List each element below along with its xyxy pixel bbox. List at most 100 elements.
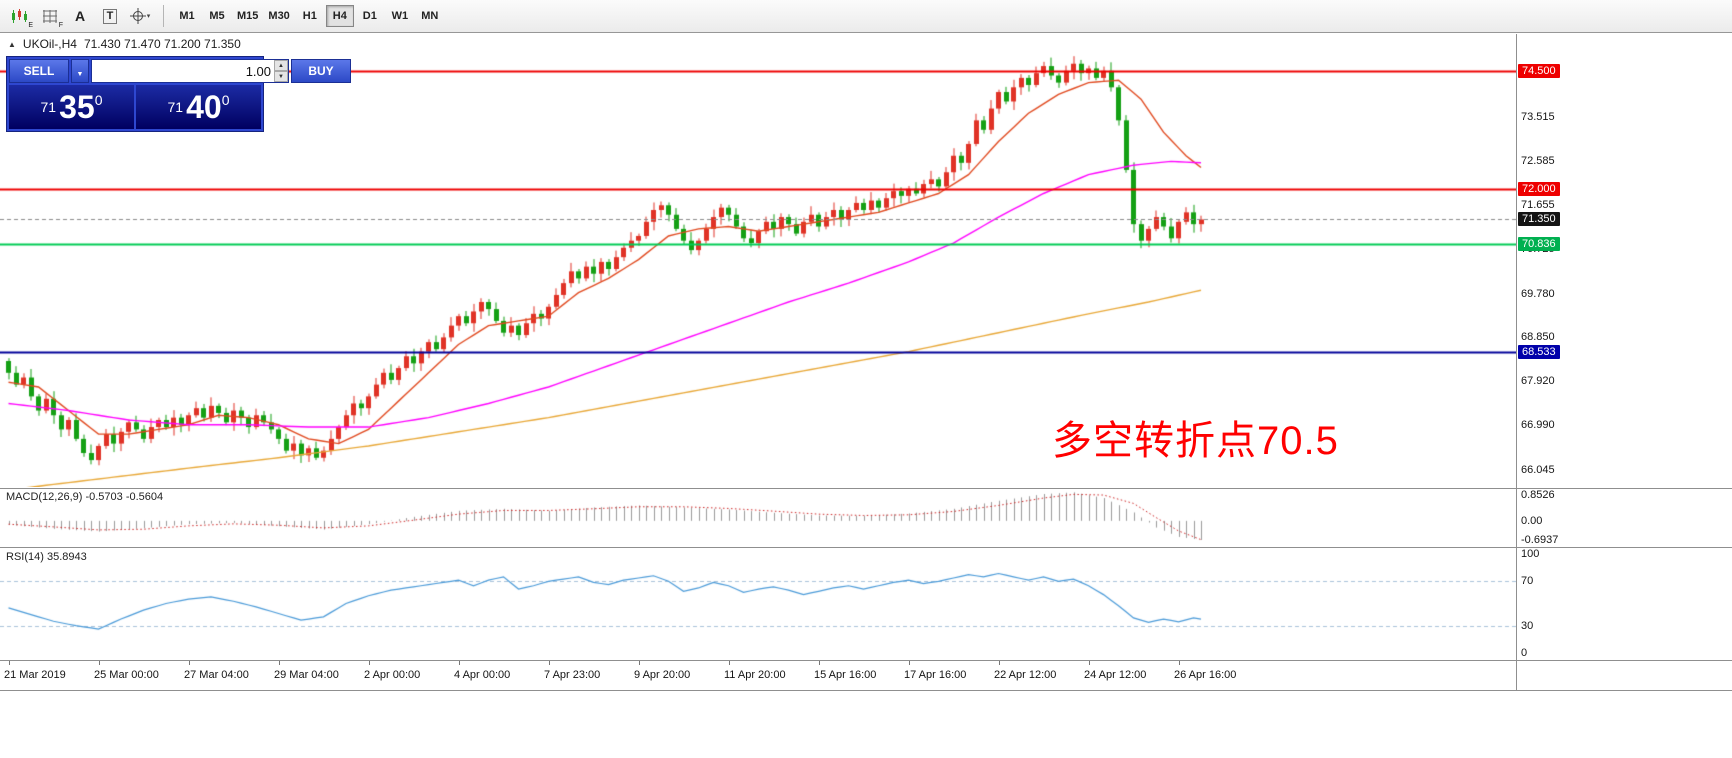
quote-displays: 71 35 0 71 40 0 xyxy=(9,85,261,129)
time-axis-label: 24 Apr 12:00 xyxy=(1084,669,1147,681)
timeframe-button-d1[interactable]: D1 xyxy=(356,5,384,27)
panel-divider[interactable] xyxy=(0,488,1732,489)
price-axis-badge: 68.533 xyxy=(1518,345,1560,360)
letter-t-glyph: T xyxy=(102,8,118,24)
time-axis-tick xyxy=(8,661,10,665)
price-axis-label: 67.920 xyxy=(1521,375,1555,388)
panel-divider xyxy=(0,660,1732,661)
time-axis-tick xyxy=(278,661,280,665)
time-axis-label: 7 Apr 23:00 xyxy=(544,669,601,681)
time-axis-tick xyxy=(1088,661,1090,665)
buy-price-int: 71 xyxy=(167,99,184,115)
sell-price-point: 0 xyxy=(94,92,103,108)
volume-decrease-button[interactable]: ▼ xyxy=(274,71,288,82)
chevron-down-icon: ▾ xyxy=(146,13,151,20)
trade-controls-row: SELL ▼ ▲ ▼ BUY xyxy=(9,59,351,83)
macd-axis-label: 0.00 xyxy=(1521,514,1543,527)
toolbar: E F A T ▾ M1 M5 M15 M30 H1 H4 D1 W1 MN xyxy=(0,0,1732,33)
time-axis-label: 4 Apr 00:00 xyxy=(454,669,511,681)
rsi-axis-label: 70 xyxy=(1521,575,1534,588)
timeframe-button-m5[interactable]: M5 xyxy=(203,5,231,27)
one-click-trading-panel: SELL ▼ ▲ ▼ BUY 71 35 0 71 40 0 xyxy=(6,56,351,132)
crosshair-icon[interactable]: ▾ xyxy=(126,3,154,29)
panel-divider xyxy=(0,690,1732,691)
sell-price-pips: 35 xyxy=(59,89,95,125)
price-axis-badge: 71.350 xyxy=(1518,212,1560,227)
time-axis-label: 17 Apr 16:00 xyxy=(904,669,967,681)
crosshair-glyph xyxy=(129,8,146,24)
sell-price-display[interactable]: 71 35 0 xyxy=(9,85,134,129)
symbol-ohlc-values: 71.430 71.470 71.200 71.350 xyxy=(83,37,241,51)
price-axis-label: 73.515 xyxy=(1521,111,1555,124)
timeframe-button-h4[interactable]: H4 xyxy=(325,5,354,27)
volume-increase-button[interactable]: ▲ xyxy=(274,60,288,71)
time-axis[interactable]: 21 Mar 2019 25 Mar 00:00 27 Mar 04:00 29 Ma… xyxy=(0,661,1516,689)
volume-stepper: ▲ ▼ xyxy=(274,60,288,82)
candlestick-chart-icon[interactable]: E xyxy=(6,3,34,29)
rsi-axis-label: 0 xyxy=(1521,647,1528,659)
macd-indicator-panel[interactable] xyxy=(0,489,1516,546)
price-axis-badge: 72.000 xyxy=(1518,181,1560,196)
time-axis-tick xyxy=(98,661,100,665)
buy-price-point: 0 xyxy=(221,92,230,108)
timeframe-button-mn[interactable]: MN xyxy=(416,5,444,27)
symbol-name: UKOil-,H4 xyxy=(22,37,77,51)
collapse-triangle-icon[interactable]: ▲ xyxy=(8,39,16,49)
buy-button[interactable]: BUY xyxy=(291,59,351,83)
time-axis-label: 29 Mar 04:00 xyxy=(274,669,339,681)
volume-input[interactable] xyxy=(92,60,274,82)
time-axis-tick xyxy=(998,661,1000,665)
text-annotation-icon[interactable]: A xyxy=(66,3,94,29)
time-axis-label: 2 Apr 00:00 xyxy=(364,669,421,681)
timeframe-button-w1[interactable]: W1 xyxy=(386,5,414,27)
timeframe-button-m15[interactable]: M15 xyxy=(233,5,262,27)
sell-button[interactable]: SELL xyxy=(9,59,69,83)
sell-price-int: 71 xyxy=(40,99,57,115)
grid-glyph xyxy=(43,9,57,23)
chart-text-annotation[interactable]: 多空转折点70.5 xyxy=(1052,419,1339,463)
time-axis-tick xyxy=(908,661,910,665)
time-axis-tick xyxy=(368,661,370,665)
buy-price-display[interactable]: 71 40 0 xyxy=(136,85,261,129)
macd-label: MACD(12,26,9) -0.5703 -0.5604 xyxy=(6,491,164,503)
symbol-header: ▲ UKOil-,H4 71.430 71.470 71.200 71.350 xyxy=(8,37,241,51)
timeframe-button-m30[interactable]: M30 xyxy=(264,5,293,27)
toolbar-separator xyxy=(163,5,164,27)
time-axis-label: 27 Mar 04:00 xyxy=(184,669,249,681)
time-axis-tick xyxy=(548,661,550,665)
time-axis-label: 26 Apr 16:00 xyxy=(1174,669,1237,681)
time-axis-tick xyxy=(728,661,730,665)
letter-a-glyph: A xyxy=(74,8,86,24)
price-axis-badge: 70.836 xyxy=(1518,236,1560,251)
time-axis-label: 21 Mar 2019 xyxy=(4,669,66,681)
price-axis-label: 66.990 xyxy=(1521,419,1555,432)
time-axis-label: 9 Apr 20:00 xyxy=(634,669,691,681)
time-axis-label: 22 Apr 12:00 xyxy=(994,669,1057,681)
time-axis-tick xyxy=(818,661,820,665)
panel-divider[interactable] xyxy=(0,547,1732,548)
sell-options-dropdown[interactable]: ▼ xyxy=(71,59,89,83)
price-axis-divider xyxy=(1516,34,1517,690)
icon-sub-label: E xyxy=(28,22,33,29)
price-axis-label: 68.850 xyxy=(1521,331,1555,344)
price-axis-label: 71.655 xyxy=(1521,199,1555,212)
macd-axis-label: 0.8526 xyxy=(1521,489,1555,501)
price-axis-label: 66.045 xyxy=(1521,463,1555,476)
text-box-icon[interactable]: T xyxy=(96,3,124,29)
time-axis-label: 15 Apr 16:00 xyxy=(814,669,877,681)
time-axis-tick xyxy=(458,661,460,665)
price-axis-label: 72.585 xyxy=(1521,155,1555,168)
timeframe-buttons: M1 M5 M15 M30 H1 H4 D1 W1 MN xyxy=(173,5,444,27)
rsi-label: RSI(14) 35.8943 xyxy=(6,551,87,563)
rsi-axis-label: 30 xyxy=(1521,619,1534,632)
buy-price-pips: 40 xyxy=(186,89,222,125)
time-axis-label: 25 Mar 00:00 xyxy=(94,669,159,681)
rsi-indicator-panel[interactable] xyxy=(0,548,1516,659)
timeframe-button-h1[interactable]: H1 xyxy=(296,5,324,27)
price-axis-badge: 74.500 xyxy=(1518,63,1560,78)
chevron-down-icon: ▼ xyxy=(76,70,84,78)
grid-icon[interactable]: F xyxy=(36,3,64,29)
timeframe-button-m1[interactable]: M1 xyxy=(173,5,201,27)
price-axis[interactable]: 73.51572.58571.65570.72569.78068.85067.9… xyxy=(1517,0,1732,758)
time-axis-tick xyxy=(1178,661,1180,665)
